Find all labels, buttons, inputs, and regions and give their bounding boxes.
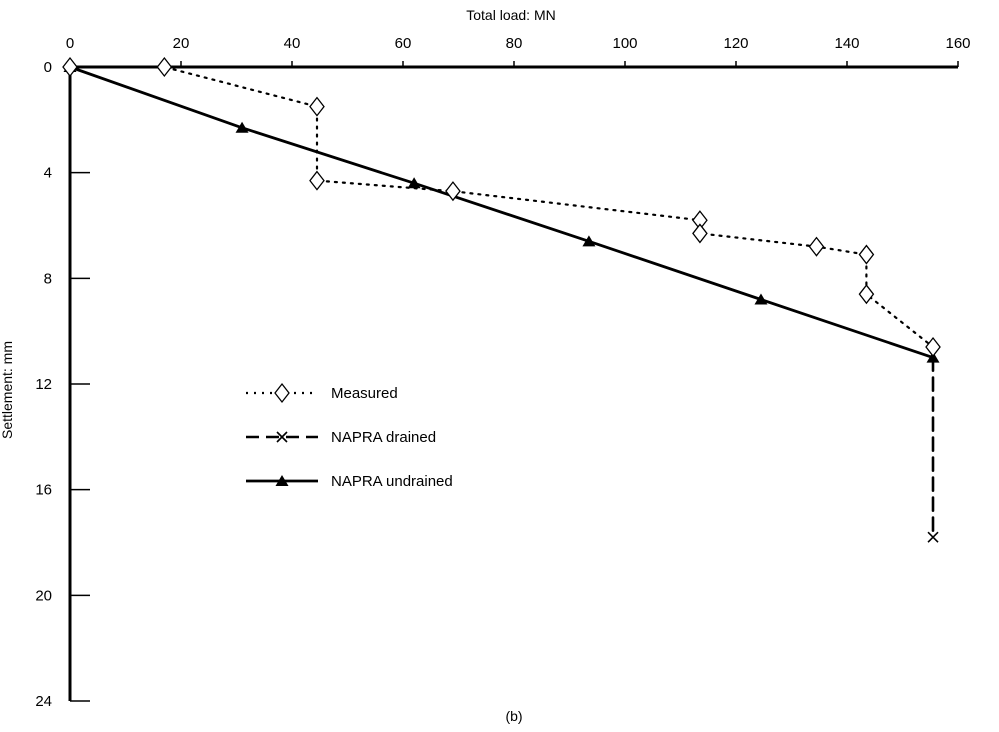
y-tick-label: 4 [44, 165, 52, 182]
y-tick-label: 20 [35, 587, 52, 604]
data-point [156, 56, 173, 78]
data-point [927, 531, 939, 543]
x-tick-label: 140 [834, 35, 859, 52]
data-point [582, 235, 596, 247]
legend-marker [274, 382, 290, 404]
legend-marker [276, 431, 288, 443]
data-point [692, 223, 708, 244]
legend-label: NAPRA undrained [331, 473, 453, 490]
y-axis-title: Settlement: mm [0, 341, 15, 439]
legend-label: Measured [331, 385, 398, 402]
y-tick-label: 24 [35, 693, 52, 710]
series-measured [62, 56, 941, 358]
x-tick-label: 100 [612, 35, 637, 52]
x-tick-label: 120 [723, 35, 748, 52]
legend-label: NAPRA drained [331, 429, 436, 446]
y-tick-label: 16 [35, 482, 52, 499]
legend-marker [275, 475, 289, 486]
series-line [68, 65, 935, 349]
series-napra-drained [927, 356, 939, 543]
y-tick-label: 0 [44, 59, 52, 76]
legend: Measured NAPRA drained NAPRA undrained [246, 382, 453, 490]
series-line [68, 65, 935, 360]
legend-entry: Measured [246, 382, 398, 404]
data-point [445, 181, 461, 202]
series-napra-undrained [63, 61, 940, 363]
x-tick-label: 20 [173, 35, 190, 52]
legend-entry: NAPRA drained [246, 429, 436, 446]
data-point [235, 121, 249, 133]
x-tick-label: 0 [66, 35, 74, 52]
data-point [925, 336, 941, 358]
axes: 0 20 40 60 80 100 120 140 160 0 4 8 12 16 20 24 [35, 35, 970, 710]
data-point [858, 244, 875, 265]
x-tick-label: 80 [506, 35, 523, 52]
x-axis-title: Total load: MN [466, 7, 555, 23]
data-point [808, 236, 825, 257]
x-tick-label: 40 [284, 35, 301, 52]
data-point [62, 56, 78, 78]
data-point [309, 170, 325, 191]
x-tick-label: 160 [945, 35, 970, 52]
y-tick-label: 12 [35, 376, 52, 393]
data-point [407, 177, 421, 189]
legend-entry: NAPRA undrained [246, 473, 453, 490]
data-point [754, 293, 768, 305]
data-point [309, 96, 325, 117]
data-point [858, 284, 875, 305]
x-tick-label: 60 [395, 35, 412, 52]
y-tick-label: 8 [44, 270, 52, 287]
series-layer [62, 56, 941, 543]
chart-caption: (b) [505, 708, 522, 724]
